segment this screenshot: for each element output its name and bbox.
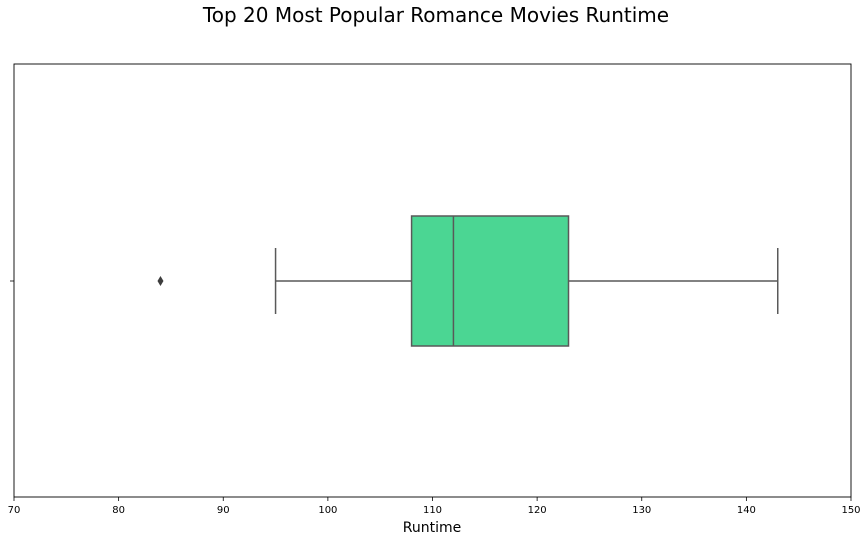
x-tick-label: 120 [528, 505, 547, 516]
x-tick-label: 130 [632, 505, 651, 516]
x-tick-label: 140 [737, 505, 756, 516]
x-axis: 70 80 90 100 110 120 130 140 150 [8, 497, 861, 516]
x-tick-label: 80 [112, 505, 125, 516]
x-tick-label: 100 [318, 505, 337, 516]
x-tick-label: 110 [423, 505, 442, 516]
x-tick-label: 70 [8, 505, 21, 516]
outliers [157, 276, 164, 286]
box-group [157, 215, 779, 347]
x-tick-label: 90 [217, 505, 230, 516]
iqr-box [410, 215, 570, 347]
x-axis-label: Runtime [403, 520, 461, 536]
outlier-point [157, 276, 164, 286]
x-tick-label: 150 [841, 505, 860, 516]
chart-title: Top 20 Most Popular Romance Movies Runti… [202, 3, 669, 27]
